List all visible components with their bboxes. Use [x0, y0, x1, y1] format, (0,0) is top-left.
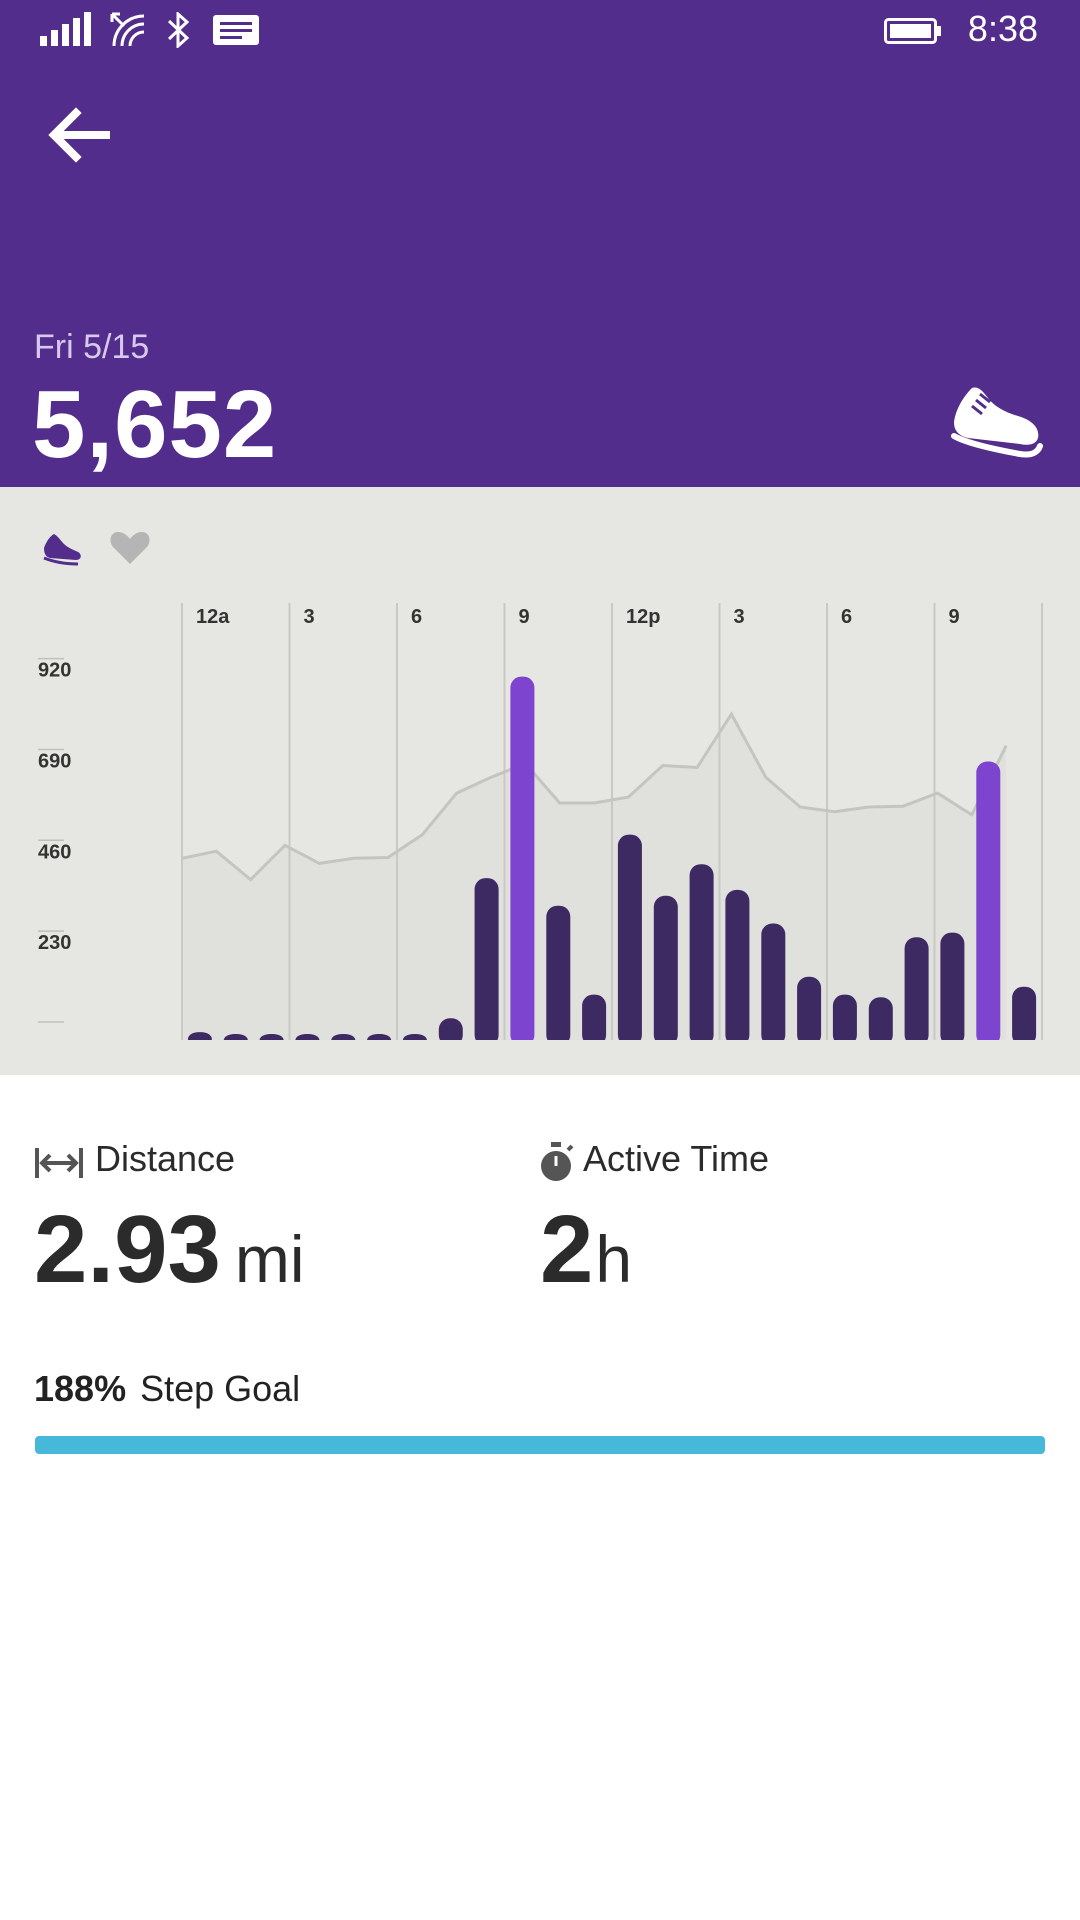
date-label: Fri 5/15	[34, 328, 150, 366]
distance-label: Distance	[95, 1138, 236, 1179]
step-goal-progress	[35, 1436, 1045, 1454]
x-tick-label: 12a	[196, 606, 230, 628]
step-bar	[474, 878, 499, 1047]
back-arrow-icon	[48, 107, 110, 163]
wifi-icon	[110, 12, 145, 47]
step-bar	[725, 889, 750, 1046]
step-bar	[904, 937, 929, 1046]
header: 8:38 Fri 5/15 5,652	[0, 0, 1080, 487]
back-button[interactable]	[44, 105, 114, 165]
steps-tab[interactable]	[40, 528, 84, 568]
distance-icon	[35, 1148, 83, 1178]
step-bar	[940, 932, 965, 1047]
y-tick-label: 690	[38, 750, 71, 772]
trend-line	[181, 711, 1008, 882]
x-tick-label: 12p	[626, 606, 660, 628]
signal-icon	[40, 12, 91, 46]
step-bar	[653, 895, 678, 1046]
heart-icon[interactable]	[108, 528, 152, 568]
status-bar: 8:38	[0, 0, 1080, 60]
step-goal: 188% Step Goal	[34, 1368, 300, 1410]
step-bar	[438, 1018, 463, 1047]
shoe-icon	[951, 387, 1043, 458]
step-bar	[582, 994, 607, 1047]
bluetooth-icon	[167, 12, 190, 48]
step-bar	[868, 997, 893, 1046]
battery-icon	[884, 18, 941, 44]
distance-number: 2.93	[34, 1196, 221, 1303]
active-time-label: Active Time	[583, 1138, 770, 1179]
distance-unit: mi	[234, 1222, 305, 1296]
step-goal-percent: 188%	[34, 1368, 127, 1409]
x-tick-label: 6	[841, 606, 852, 628]
step-bar	[546, 905, 571, 1046]
step-bar	[797, 976, 822, 1046]
distance-value: 2.93 mi	[34, 1195, 305, 1305]
y-tick-label: 460	[38, 841, 71, 863]
y-tick-label: 920	[38, 660, 71, 682]
x-tick-label: 6	[411, 606, 422, 628]
status-time: 8:38	[967, 8, 1038, 49]
step-goal-progress-fill	[35, 1436, 1045, 1454]
y-tick-label: 230	[38, 932, 71, 954]
x-tick-label: 3	[734, 606, 745, 628]
stopwatch-icon	[541, 1142, 574, 1181]
x-tick-label: 3	[304, 606, 315, 628]
step-goal-label: Step Goal	[140, 1368, 301, 1409]
step-bar	[832, 994, 857, 1047]
step-bar	[510, 676, 535, 1046]
message-icon	[213, 15, 259, 45]
steps-chart: 12a36912p3699206904602300	[0, 603, 1080, 1075]
active-time-unit: h	[595, 1222, 633, 1296]
step-count: 5,652	[32, 371, 278, 478]
step-bar	[761, 923, 786, 1047]
chart-baseline	[0, 1040, 1080, 1075]
step-bar	[976, 761, 1001, 1046]
active-time-number: 2	[540, 1196, 594, 1303]
active-time-value: 2h	[540, 1195, 632, 1305]
step-bar	[689, 864, 714, 1046]
step-bar	[1012, 986, 1037, 1047]
trend-area	[182, 714, 1007, 1040]
x-tick-label: 9	[949, 606, 960, 628]
step-bar	[617, 834, 642, 1046]
x-tick-label: 9	[519, 606, 530, 628]
